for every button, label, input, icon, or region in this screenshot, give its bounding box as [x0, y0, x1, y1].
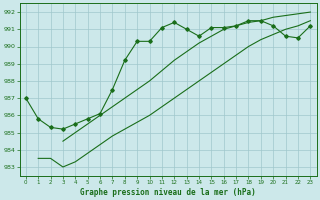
- X-axis label: Graphe pression niveau de la mer (hPa): Graphe pression niveau de la mer (hPa): [80, 188, 256, 197]
